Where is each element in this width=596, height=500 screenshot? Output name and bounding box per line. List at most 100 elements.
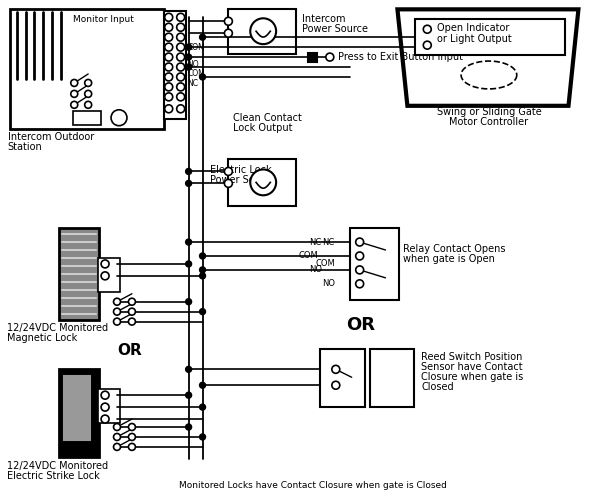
Text: Relay Contact Opens: Relay Contact Opens bbox=[403, 244, 506, 254]
Text: Monitored Locks have Contact Closure when gate is Closed: Monitored Locks have Contact Closure whe… bbox=[179, 480, 446, 490]
Circle shape bbox=[113, 298, 120, 305]
Circle shape bbox=[164, 63, 173, 71]
Circle shape bbox=[200, 404, 206, 410]
Circle shape bbox=[176, 53, 185, 61]
Circle shape bbox=[185, 180, 191, 186]
Circle shape bbox=[225, 18, 232, 25]
Text: NC: NC bbox=[188, 80, 198, 88]
Polygon shape bbox=[398, 10, 579, 106]
Circle shape bbox=[356, 280, 364, 288]
Circle shape bbox=[85, 80, 92, 86]
Text: or Light Output: or Light Output bbox=[437, 34, 512, 44]
Circle shape bbox=[185, 44, 191, 50]
Text: Power Source: Power Source bbox=[302, 24, 368, 34]
Circle shape bbox=[176, 43, 185, 51]
Text: OR: OR bbox=[346, 316, 375, 334]
Circle shape bbox=[250, 18, 276, 44]
Text: Press to Exit Button Input: Press to Exit Button Input bbox=[338, 52, 462, 62]
Circle shape bbox=[101, 391, 109, 399]
Circle shape bbox=[129, 298, 135, 305]
Circle shape bbox=[129, 308, 135, 315]
Circle shape bbox=[164, 33, 173, 41]
Text: NC: NC bbox=[309, 238, 322, 246]
Circle shape bbox=[225, 168, 232, 175]
Circle shape bbox=[113, 318, 120, 325]
Circle shape bbox=[200, 253, 206, 259]
Text: Electric Strike Lock: Electric Strike Lock bbox=[7, 471, 100, 481]
Circle shape bbox=[423, 41, 432, 49]
Text: Intercom Outdoor: Intercom Outdoor bbox=[8, 132, 94, 141]
Bar bbox=[60, 370, 99, 457]
Bar bbox=[228, 10, 296, 54]
Bar bbox=[320, 350, 365, 407]
Text: when gate is Open: when gate is Open bbox=[403, 254, 495, 264]
Bar bbox=[415, 20, 564, 55]
Circle shape bbox=[356, 252, 364, 260]
Text: NO: NO bbox=[322, 280, 335, 288]
Circle shape bbox=[164, 83, 173, 91]
Bar bbox=[308, 53, 317, 62]
Text: Power Source: Power Source bbox=[210, 176, 277, 186]
Circle shape bbox=[200, 74, 206, 80]
Circle shape bbox=[164, 73, 173, 81]
Bar bbox=[98, 258, 120, 292]
Circle shape bbox=[71, 90, 77, 98]
Circle shape bbox=[85, 102, 92, 108]
Bar bbox=[73, 111, 101, 124]
Circle shape bbox=[225, 180, 232, 188]
Circle shape bbox=[164, 53, 173, 61]
Circle shape bbox=[85, 90, 92, 98]
Circle shape bbox=[185, 298, 191, 304]
Circle shape bbox=[129, 424, 135, 430]
Bar bbox=[164, 12, 185, 118]
Circle shape bbox=[129, 318, 135, 325]
Text: Motor Controller: Motor Controller bbox=[449, 116, 529, 126]
Circle shape bbox=[176, 33, 185, 41]
Circle shape bbox=[225, 29, 232, 37]
Circle shape bbox=[423, 26, 432, 33]
Circle shape bbox=[164, 43, 173, 51]
Circle shape bbox=[250, 170, 276, 196]
Text: Lock Output: Lock Output bbox=[234, 122, 293, 132]
Circle shape bbox=[200, 308, 206, 314]
Circle shape bbox=[101, 403, 109, 411]
Bar bbox=[350, 228, 399, 300]
Text: NC: NC bbox=[322, 238, 334, 246]
Circle shape bbox=[200, 382, 206, 388]
Circle shape bbox=[101, 415, 109, 423]
Text: Sensor have Contact: Sensor have Contact bbox=[421, 362, 523, 372]
Circle shape bbox=[101, 272, 109, 280]
Bar bbox=[60, 228, 99, 320]
Text: Swing or Sliding Gate: Swing or Sliding Gate bbox=[436, 107, 541, 117]
Text: NO: NO bbox=[309, 266, 322, 274]
Circle shape bbox=[113, 444, 120, 450]
Circle shape bbox=[185, 239, 191, 245]
Circle shape bbox=[176, 105, 185, 113]
Circle shape bbox=[356, 238, 364, 246]
Circle shape bbox=[71, 80, 77, 86]
Circle shape bbox=[129, 444, 135, 450]
Circle shape bbox=[176, 63, 185, 71]
Circle shape bbox=[113, 434, 120, 440]
Circle shape bbox=[356, 266, 364, 274]
Text: Open Indicator: Open Indicator bbox=[437, 24, 510, 34]
Circle shape bbox=[164, 93, 173, 101]
Text: COM: COM bbox=[316, 260, 336, 268]
Text: COM: COM bbox=[298, 252, 318, 260]
Text: OR: OR bbox=[117, 344, 142, 358]
Circle shape bbox=[332, 382, 340, 389]
Bar bbox=[370, 350, 414, 407]
Circle shape bbox=[101, 260, 109, 268]
Text: Station: Station bbox=[8, 142, 42, 152]
Circle shape bbox=[185, 392, 191, 398]
Circle shape bbox=[176, 24, 185, 31]
Text: COM: COM bbox=[188, 42, 206, 51]
Circle shape bbox=[200, 434, 206, 440]
Bar bbox=[98, 389, 120, 423]
Text: COM: COM bbox=[188, 70, 206, 78]
Bar bbox=[228, 158, 296, 206]
Text: 12/24VDC Monitored: 12/24VDC Monitored bbox=[7, 461, 108, 471]
Circle shape bbox=[71, 102, 77, 108]
Text: NO: NO bbox=[188, 60, 199, 68]
Circle shape bbox=[164, 24, 173, 31]
